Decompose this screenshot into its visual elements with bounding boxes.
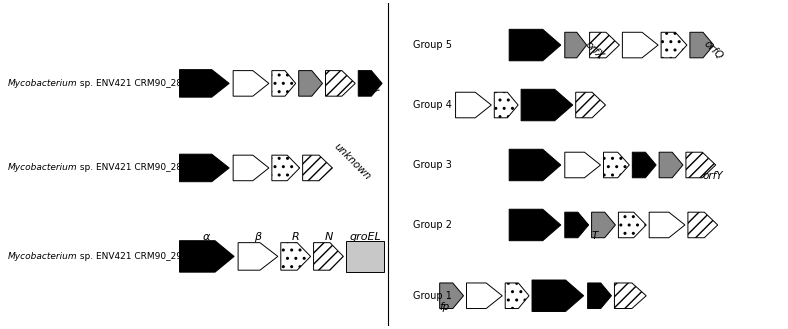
Polygon shape [281, 243, 310, 270]
Polygon shape [509, 209, 561, 241]
Polygon shape [688, 212, 718, 238]
Polygon shape [565, 152, 600, 178]
Text: Group 2: Group 2 [413, 220, 452, 230]
Polygon shape [521, 89, 573, 121]
Polygon shape [272, 71, 296, 96]
Polygon shape [632, 152, 656, 178]
Polygon shape [233, 71, 269, 96]
Polygon shape [180, 241, 234, 272]
Polygon shape [359, 71, 382, 96]
Text: γ: γ [368, 84, 380, 95]
Polygon shape [604, 152, 630, 178]
Text: sp. ENV421 CRM90_28385: sp. ENV421 CRM90_28385 [77, 164, 199, 172]
Polygon shape [272, 155, 299, 181]
Polygon shape [509, 29, 561, 61]
Text: orfX: orfX [583, 39, 606, 62]
Polygon shape [466, 283, 502, 309]
Text: Group 1: Group 1 [413, 291, 452, 301]
Polygon shape [455, 92, 491, 118]
Polygon shape [619, 212, 646, 238]
Text: orfQ: orfQ [702, 39, 725, 62]
Polygon shape [299, 71, 322, 96]
Polygon shape [303, 155, 333, 181]
Text: Group 4: Group 4 [413, 100, 452, 110]
Text: Mycobacterium: Mycobacterium [8, 79, 77, 88]
Polygon shape [588, 283, 611, 309]
Polygon shape [314, 243, 344, 270]
Polygon shape [592, 212, 615, 238]
Text: unknown: unknown [333, 141, 373, 182]
Polygon shape [238, 243, 278, 270]
Text: Mycobacterium: Mycobacterium [8, 252, 77, 261]
Polygon shape [494, 92, 519, 118]
Polygon shape [505, 283, 529, 309]
Polygon shape [440, 283, 463, 309]
Polygon shape [233, 155, 269, 181]
Text: fp: fp [440, 302, 450, 313]
Text: α: α [203, 232, 210, 242]
Polygon shape [649, 212, 685, 238]
Polygon shape [509, 149, 561, 181]
Text: sp. ENV421 CRM90_29005: sp. ENV421 CRM90_29005 [77, 252, 199, 261]
Polygon shape [690, 32, 714, 58]
Text: β: β [255, 232, 262, 242]
Polygon shape [565, 212, 589, 238]
Text: Group 3: Group 3 [413, 160, 452, 170]
Text: Mycobacterium: Mycobacterium [8, 164, 77, 172]
Polygon shape [532, 280, 584, 312]
Polygon shape [180, 70, 229, 97]
Polygon shape [661, 32, 687, 58]
Polygon shape [180, 154, 229, 182]
Text: N: N [325, 232, 333, 242]
Text: Group 5: Group 5 [413, 40, 452, 50]
Text: T: T [591, 231, 598, 241]
Text: sp. ENV421 CRM90_28910: sp. ENV421 CRM90_28910 [77, 79, 199, 88]
Polygon shape [615, 283, 646, 309]
Text: R: R [292, 232, 299, 242]
Polygon shape [623, 32, 658, 58]
Polygon shape [659, 152, 683, 178]
Polygon shape [565, 32, 586, 58]
Bar [347, 241, 384, 272]
Polygon shape [686, 152, 716, 178]
Polygon shape [576, 92, 605, 118]
Polygon shape [325, 71, 355, 96]
Text: orfY: orfY [702, 171, 723, 181]
Text: groEL: groEL [349, 232, 381, 242]
Polygon shape [589, 32, 619, 58]
